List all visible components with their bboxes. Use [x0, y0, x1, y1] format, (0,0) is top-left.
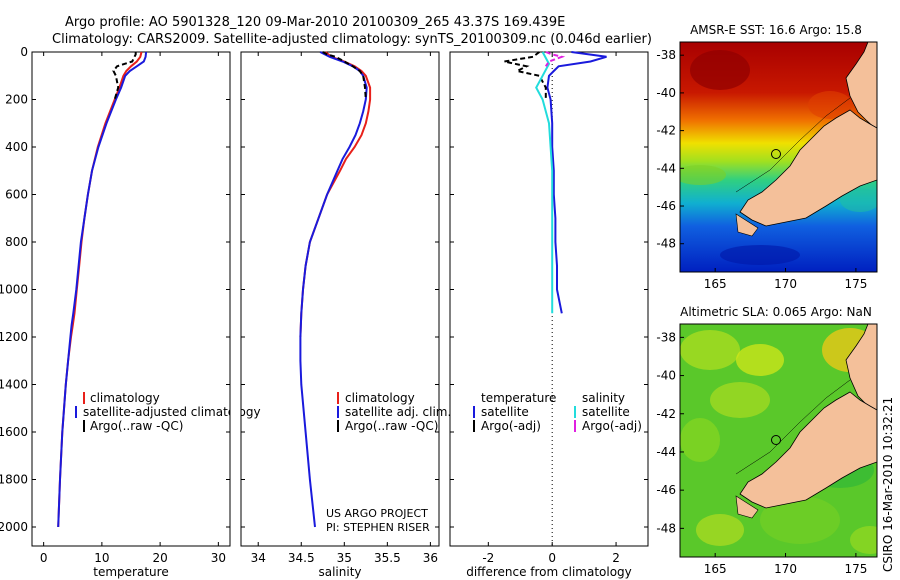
legend-label: satellite — [481, 405, 529, 419]
map-x-tick-label: 165 — [704, 562, 727, 576]
y-tick-label: 2000 — [0, 520, 28, 534]
series-line-climatology — [57, 51, 143, 528]
salinity-axes — [240, 51, 440, 547]
x-tick-label: 0 — [40, 551, 48, 565]
map-y-tick-label: -46 — [656, 199, 676, 213]
sla-map-ticks: 165 170 175 -38 -40 -42 -44 -46 -48 — [656, 330, 867, 576]
legend-label: climatology — [90, 391, 160, 405]
salinity-plot: 34 34.5 35 35.5 36 — [241, 51, 439, 565]
legend-label: satellite adj. clim. — [345, 405, 451, 419]
sst-map-frame — [679, 41, 878, 273]
series-line-satellite-adjusted-climatology — [57, 51, 148, 528]
y-tick-label: 200 — [5, 93, 28, 107]
difference-plot: -2 0 2 — [450, 51, 648, 565]
series-line-argo-raw-qc — [112, 52, 137, 100]
series-line-temperature-argo-adj — [504, 51, 547, 100]
map-y-tick-label: -40 — [656, 86, 676, 100]
difference-axes — [449, 51, 649, 547]
map-y-tick-label: -42 — [656, 124, 676, 138]
legend-label: satellite-adjusted climatology — [83, 405, 261, 419]
map-y-tick-label: -44 — [656, 161, 676, 175]
y-tick-label: 1800 — [0, 473, 28, 487]
temperature-xlabel: temperature — [93, 565, 168, 579]
series-line-climatology — [299, 51, 372, 338]
map-x-tick-label: 175 — [844, 562, 867, 576]
map-x-tick-label: 170 — [774, 277, 797, 291]
x-tick-label: -2 — [482, 551, 494, 565]
header-line2: Climatology: CARS2009. Satellite-adjuste… — [52, 32, 652, 47]
legend-label: satellite — [582, 405, 630, 419]
y-tick-label: 600 — [5, 188, 28, 202]
y-tick-label: 1000 — [0, 283, 28, 297]
temperature-legend: climatology satellite-adjusted climatolo… — [75, 391, 261, 433]
legend-label: Argo(..raw -QC) — [345, 419, 438, 433]
sla-map-title: Altimetric SLA: 0.065 Argo: NaN — [680, 305, 872, 319]
project-label: US ARGO PROJECT — [326, 507, 428, 520]
legend-label: climatology — [345, 391, 415, 405]
legend-title-salinity: salinity — [582, 391, 625, 405]
series-line-satellite-adj-clim — [299, 51, 368, 528]
map-y-tick-label: -42 — [656, 407, 676, 421]
x-tick-label: 35.5 — [374, 551, 401, 565]
map-y-tick-label: -48 — [656, 521, 676, 535]
x-tick-label: 35 — [337, 551, 352, 565]
map-y-tick-label: -38 — [656, 330, 676, 344]
float-marker — [771, 435, 781, 445]
y-tick-label: 400 — [5, 140, 28, 154]
series-line-temperature-satellite — [546, 51, 607, 314]
map-y-tick-label: -44 — [656, 445, 676, 459]
map-x-tick-label: 170 — [774, 562, 797, 576]
sla-map-frame — [679, 323, 878, 558]
temperature-axes — [31, 51, 231, 547]
x-tick-label: 34 — [251, 551, 266, 565]
x-tick-label: 0 — [548, 551, 556, 565]
legend-title-temperature: temperature — [481, 391, 556, 405]
map-y-tick-label: -46 — [656, 483, 676, 497]
x-tick-label: 2 — [612, 551, 620, 565]
map-y-tick-label: -48 — [656, 237, 676, 251]
legend-label: Argo(-adj) — [582, 419, 642, 433]
x-tick-label: 30 — [211, 551, 226, 565]
difference-xlabel: difference from climatology — [466, 565, 632, 579]
map-x-tick-label: 175 — [844, 277, 867, 291]
map-x-tick-label: 165 — [704, 277, 727, 291]
salinity-xlabel: salinity — [318, 565, 361, 579]
sst-map-field — [680, 42, 877, 272]
y-tick-label: 1400 — [0, 378, 28, 392]
difference-legend: temperature satellite Argo(-adj) salinit… — [473, 391, 642, 433]
series-line-salinity-argo-adj — [544, 51, 566, 67]
x-tick-label: 36 — [423, 551, 438, 565]
map-y-tick-label: -38 — [656, 48, 676, 62]
sst-map-ticks: 165 170 175 -38 -40 -42 -44 -46 -48 — [656, 48, 867, 291]
x-tick-label: 34.5 — [288, 551, 315, 565]
x-tick-label: 20 — [152, 551, 167, 565]
y-tick-label: 1200 — [0, 330, 28, 344]
x-tick-label: 10 — [94, 551, 109, 565]
pi-label: PI: STEPHEN RISER — [326, 521, 430, 534]
sla-map-field — [680, 324, 877, 557]
header-line1: Argo profile: AO 5901328_120 09-Mar-2010… — [65, 15, 565, 30]
series-line-argo-raw-qc — [322, 51, 367, 100]
float-marker — [771, 149, 781, 159]
map-y-tick-label: -40 — [656, 369, 676, 383]
y-tick-label: 800 — [5, 235, 28, 249]
sst-map-title: AMSR-E SST: 16.6 Argo: 15.8 — [690, 23, 862, 37]
series-line-salinity-satellite — [535, 51, 554, 314]
legend-label: Argo(..raw -QC) — [90, 419, 183, 433]
legend-clip-mask — [230, 396, 241, 418]
legend-label: Argo(-adj) — [481, 419, 541, 433]
csiro-stamp: CSIRO 16-Mar-2010 10:32:21 — [881, 397, 895, 572]
y-tick-label: 1600 — [0, 425, 28, 439]
y-tick-label: 0 — [20, 45, 28, 59]
salinity-legend: climatology satellite adj. clim. Argo(..… — [337, 391, 451, 433]
temperature-plot: 0 200 400 600 800 1000 1200 1400 1600 1800 2000 0 10… — [0, 45, 230, 565]
